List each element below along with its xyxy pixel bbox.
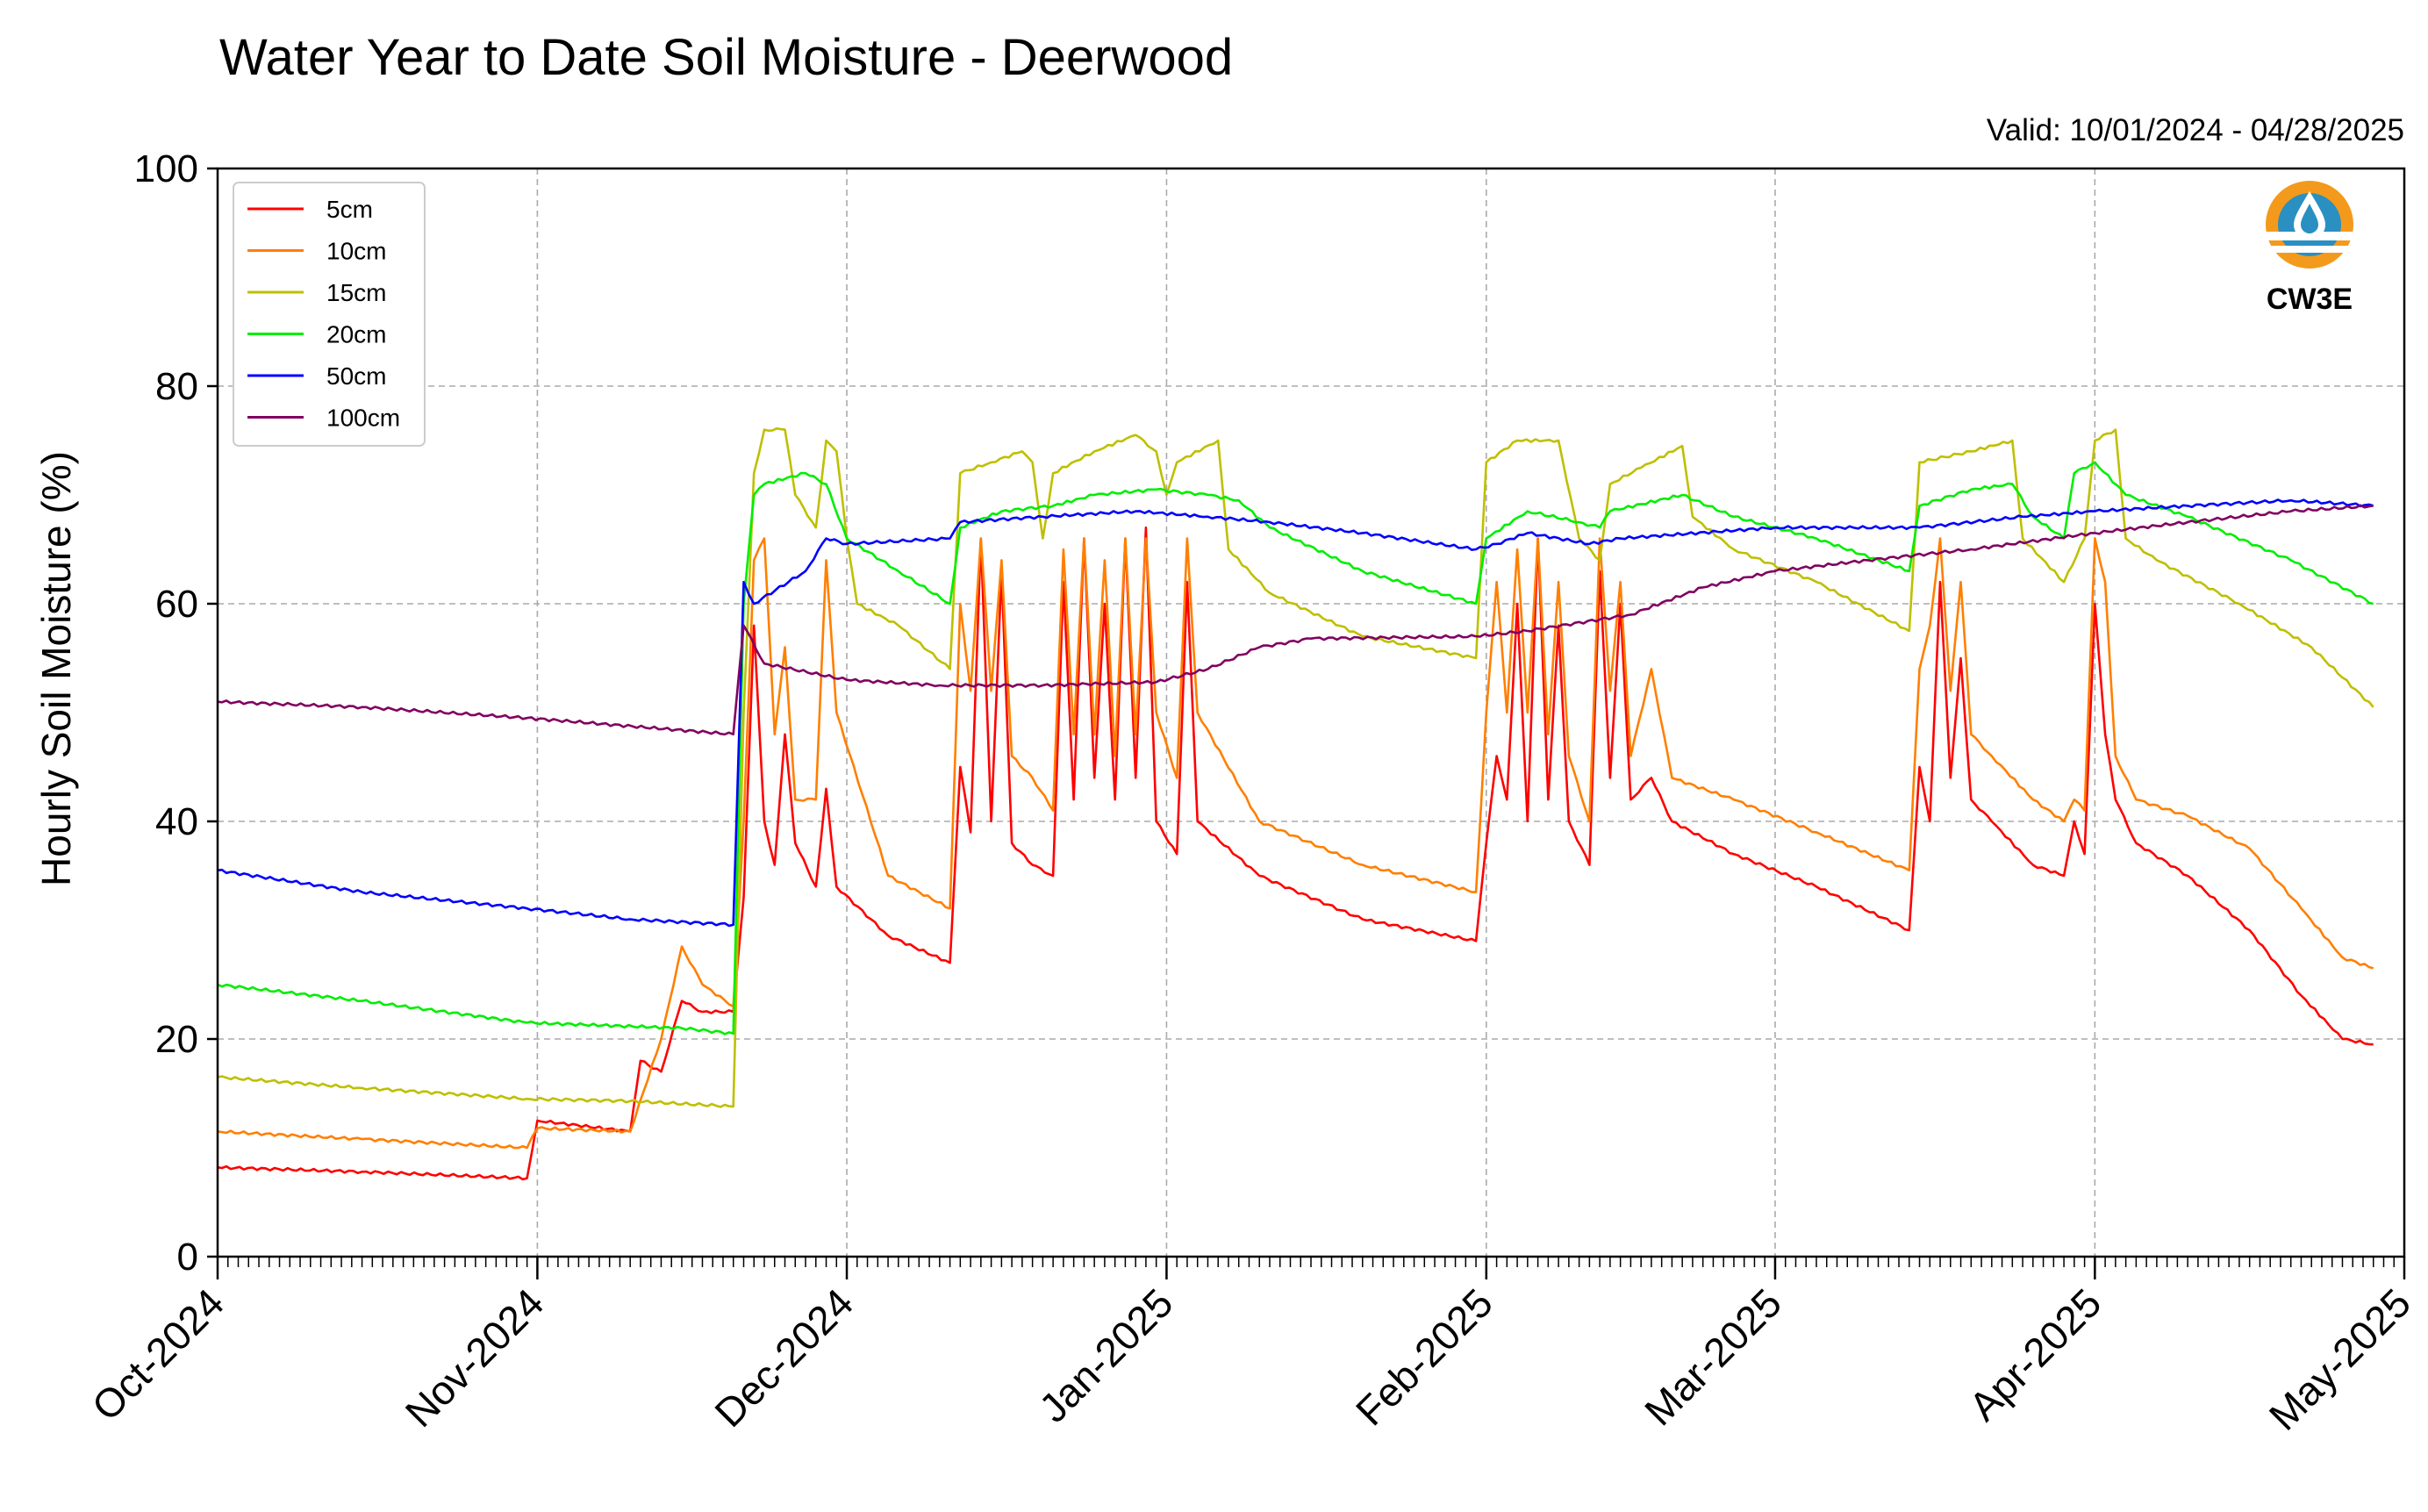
legend-label: 15cm bbox=[326, 279, 386, 306]
cw3e-logo: CW3E bbox=[2266, 181, 2353, 316]
series-line-15cm bbox=[218, 426, 2374, 1108]
chart-title: Water Year to Date Soil Moisture - Deerw… bbox=[219, 29, 1233, 86]
legend-label: 20cm bbox=[326, 321, 386, 348]
x-tick-label: Mar-2025 bbox=[1636, 1279, 1790, 1434]
y-tick-label: 20 bbox=[155, 1018, 198, 1061]
x-axis: Oct-2024 Nov-2024 Dec-2024 Jan-2025 Feb-2025… bbox=[83, 1257, 2419, 1439]
chart-subtitle: Valid: 10/01/2024 - 04/28/2025 bbox=[1987, 113, 2404, 147]
legend: 5cm 10cm 15cm 20cm 50cm 100cm bbox=[233, 182, 426, 447]
series-line-100cm bbox=[218, 504, 2374, 736]
series-line-10cm bbox=[218, 537, 2374, 1150]
grid-lines bbox=[217, 168, 2405, 1258]
y-axis-label: Hourly Soil Moisture (%) bbox=[33, 451, 79, 886]
series-line-50cm bbox=[218, 498, 2374, 928]
x-tick-label: Apr-2025 bbox=[1960, 1279, 2110, 1430]
y-tick-label: 100 bbox=[134, 147, 198, 190]
logo-text: CW3E bbox=[2267, 283, 2353, 316]
x-tick-label: Nov-2024 bbox=[397, 1279, 553, 1436]
y-tick-label: 40 bbox=[155, 800, 198, 843]
series-line-5cm bbox=[218, 526, 2374, 1181]
x-tick-label: May-2025 bbox=[2260, 1279, 2419, 1438]
y-axis: 0 20 40 60 80 100 bbox=[134, 147, 218, 1279]
legend-label: 5cm bbox=[326, 196, 373, 223]
logo-wave-band-2 bbox=[2269, 246, 2350, 253]
y-tick-label: 0 bbox=[177, 1236, 198, 1279]
legend-label: 10cm bbox=[326, 238, 386, 265]
plot-frame bbox=[216, 167, 2406, 1258]
x-tick-label: Jan-2025 bbox=[1030, 1279, 1181, 1430]
series-lines bbox=[218, 426, 2374, 1181]
x-tick-label: Oct-2024 bbox=[83, 1279, 233, 1430]
y-tick-label: 80 bbox=[155, 365, 198, 408]
y-tick-label: 60 bbox=[155, 583, 198, 626]
legend-label: 50cm bbox=[326, 362, 386, 390]
legend-box bbox=[233, 182, 426, 447]
series-line-20cm bbox=[218, 461, 2374, 1035]
x-tick-label: Feb-2025 bbox=[1347, 1279, 1501, 1434]
x-tick-label: Dec-2024 bbox=[705, 1279, 862, 1436]
legend-label: 100cm bbox=[326, 405, 400, 432]
droplet-inner-icon bbox=[2301, 204, 2318, 233]
